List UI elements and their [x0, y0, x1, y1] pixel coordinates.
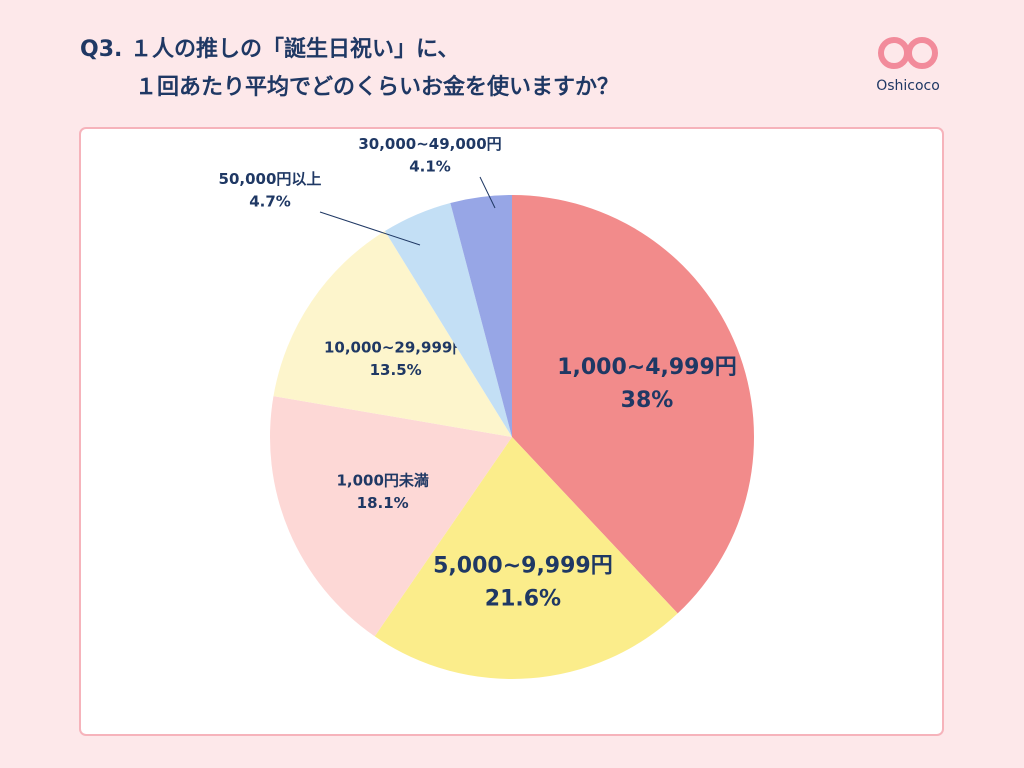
value-label: 13.5%: [370, 361, 422, 379]
logo-text: Oshicoco: [876, 78, 940, 94]
pie-slice: [273, 231, 512, 437]
value-label: 38%: [621, 388, 674, 413]
chart-title: １回あたり平均でどのくらいお金を使いますか？: [135, 74, 619, 100]
pie-slice: [450, 195, 512, 437]
slice-label: 10,000~29,999円: [324, 338, 467, 356]
pie-slice: [269, 396, 512, 637]
logo-icon: [878, 37, 938, 69]
pie-slice: [374, 437, 678, 679]
chart-title: Q3. １人の推しの「誕生日祝い」に、: [80, 36, 459, 62]
slice-label: 5,000~9,999円: [433, 553, 613, 578]
pie-slice: [384, 202, 512, 437]
value-label: 4.7%: [249, 193, 291, 211]
slice-label: 1,000円未満: [336, 472, 428, 490]
leader-line: [319, 211, 421, 246]
slice-label: 30,000~49,000円: [358, 135, 501, 153]
pie-slice: [512, 195, 754, 614]
leader-line: [479, 176, 496, 209]
slice-label: 1,000~4,999円: [557, 355, 737, 380]
slice-label: 50,000円以上: [219, 170, 322, 188]
value-label: 21.6%: [485, 586, 561, 611]
value-label: 4.1%: [409, 158, 451, 176]
value-label: 18.1%: [357, 494, 409, 512]
